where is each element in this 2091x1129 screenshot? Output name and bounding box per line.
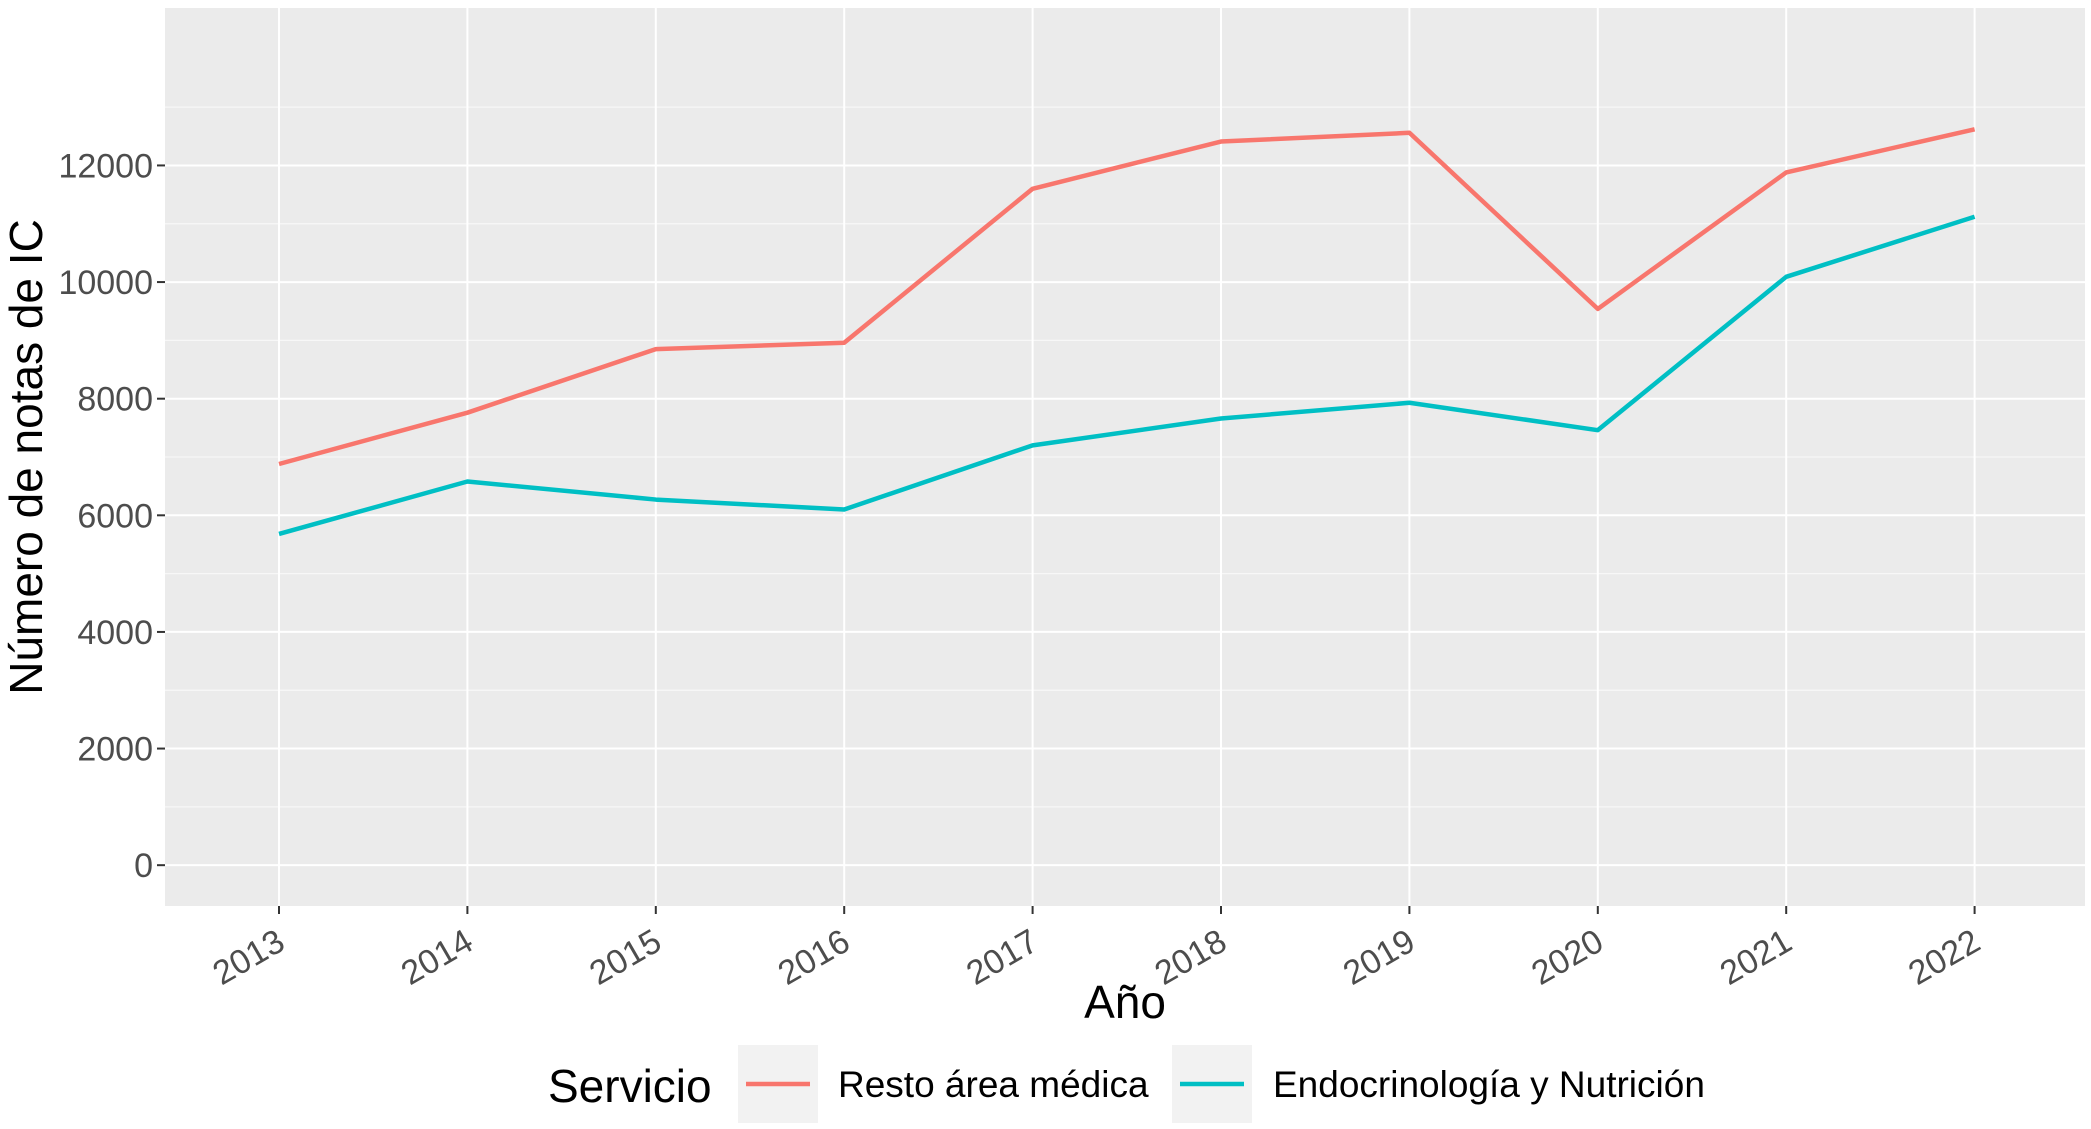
y-tick-label: 12000 [58,147,153,185]
series-line-endocrinologia [278,214,1976,537]
legend-label-resto: Resto área médica [838,1064,1149,1105]
y-tick-label: 2000 [77,731,153,769]
y-tick-label: 0 [134,847,153,885]
minor-gridlines [165,106,2085,808]
x-axis-title: Año [1084,976,1166,1028]
y-tick-label: 4000 [77,614,153,652]
x-tick-label: 2014 [395,922,480,993]
series-lines [278,127,1976,537]
x-tick-label: 2020 [1525,922,1610,993]
x-tick-label: 2015 [583,922,668,993]
x-tick-label: 2017 [960,922,1045,993]
y-tick-label: 8000 [77,381,153,419]
x-tick-label: 2016 [772,922,857,993]
y-tick-label: 6000 [77,497,153,535]
legend-title: Servicio [548,1060,712,1112]
x-tick-label: 2013 [206,922,291,993]
y-tick-label: 10000 [58,264,153,302]
y-axis: 0 2000 4000 6000 8000 10000 12000 [58,147,165,885]
y-axis-title: Número de notas de IC [0,219,52,695]
series-line-resto [278,127,1976,467]
x-tick-label: 2019 [1337,922,1422,993]
legend-label-endocrinologia: Endocrinología y Nutrición [1273,1064,1705,1105]
legend: Servicio Resto área médica Endocrinologí… [548,1045,1705,1123]
major-gridlines [165,8,2085,906]
x-tick-label: 2022 [1902,922,1987,993]
x-tick-label: 2021 [1714,922,1799,993]
